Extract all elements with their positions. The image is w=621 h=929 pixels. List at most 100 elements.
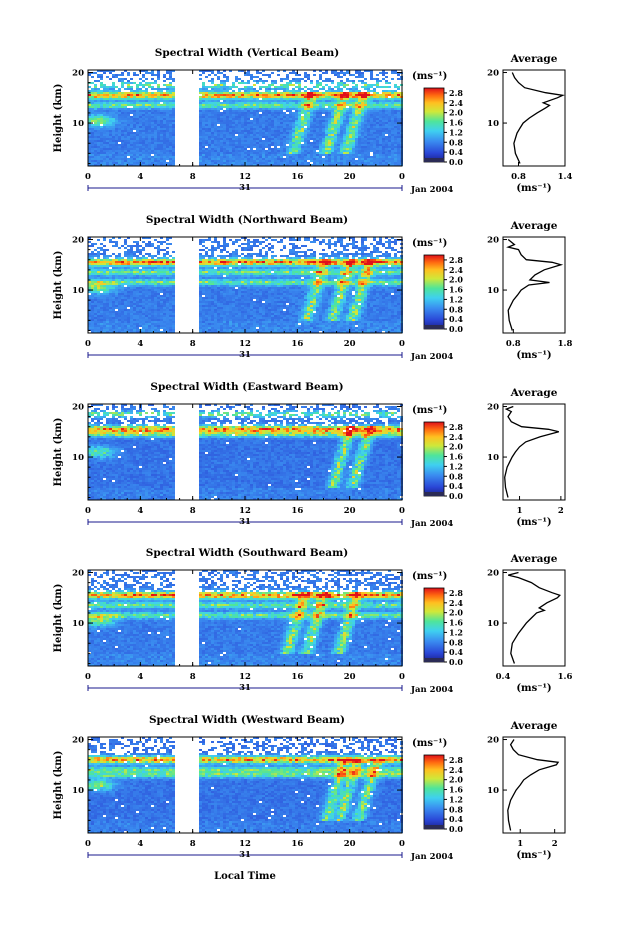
average-x-label: (ms⁻¹) <box>516 517 551 528</box>
average-y-tick-label: 10 <box>487 286 499 296</box>
y-axis-label: Height (km) <box>53 251 64 320</box>
average-profile-line <box>504 405 559 498</box>
data-gap <box>175 570 198 666</box>
colorbar-tick-label: 1.6 <box>449 618 463 628</box>
x-tick-label: 12 <box>239 172 251 182</box>
heatmap-title: Spectral Width (Westward Beam) <box>149 714 345 726</box>
day-label: 31 <box>239 850 251 860</box>
x-tick-label: 8 <box>190 172 196 182</box>
average-y-tick-label: 20 <box>487 736 499 746</box>
average-x-label: (ms⁻¹) <box>516 683 551 694</box>
colorbar-tick-label: 2.8 <box>449 422 463 432</box>
colorbar <box>423 254 445 330</box>
x-tick-label: 4 <box>137 506 143 516</box>
heatmap-title: Spectral Width (Eastward Beam) <box>150 381 343 393</box>
x-tick-label: 0 <box>85 506 91 516</box>
average-x-label: (ms⁻¹) <box>516 183 551 194</box>
average-title: Average <box>510 387 558 399</box>
colorbar-tick-label: 2.8 <box>449 755 463 765</box>
heatmap-cells <box>88 404 403 500</box>
x-tick-label: 20 <box>344 172 356 182</box>
data-gap <box>175 237 198 333</box>
colorbar-tick-label: 0.4 <box>449 314 463 324</box>
data-gap <box>175 737 198 833</box>
x-tick-label: 16 <box>291 172 303 182</box>
average-frame <box>502 236 566 334</box>
x-tick-label: 16 <box>291 506 303 516</box>
day-label: 31 <box>239 683 251 693</box>
heatmap-cells <box>88 237 403 333</box>
colorbar-tick-label: 0.8 <box>449 304 463 314</box>
average-x-tick-label: 1 <box>517 839 523 849</box>
x-tick-label: 0 <box>399 506 405 516</box>
y-tick-label: 20 <box>72 236 84 246</box>
colorbar-unit: (ms⁻¹) <box>412 571 447 582</box>
colorbar-base <box>424 325 444 329</box>
x-tick-label: 0 <box>85 339 91 349</box>
colorbar-tick-label: 2.4 <box>449 98 463 108</box>
x-tick-label: 8 <box>190 339 196 349</box>
colorbar-tick-label: 0.4 <box>449 481 463 491</box>
data-gap <box>175 70 198 166</box>
colorbar-tick-label: 1.2 <box>449 127 463 137</box>
x-tick-label: 0 <box>85 172 91 182</box>
average-frame <box>502 736 566 834</box>
colorbar-tick-label: 0.8 <box>449 137 463 147</box>
date-label: Jan 2004 <box>410 685 453 695</box>
colorbar <box>423 587 445 663</box>
y-tick-label: 20 <box>72 736 84 746</box>
average-y-tick-label: 10 <box>487 619 499 629</box>
colorbar-tick-label: 1.2 <box>449 294 463 304</box>
colorbar-tick-label: 0.8 <box>449 471 463 481</box>
y-tick-label: 10 <box>72 286 84 296</box>
x-tick-label: 4 <box>137 672 143 682</box>
average-y-tick-label: 10 <box>487 786 499 796</box>
x-tick-label: 8 <box>190 672 196 682</box>
day-label: 31 <box>239 517 251 527</box>
x-tick-label: 0 <box>399 339 405 349</box>
x-tick-label: 16 <box>291 339 303 349</box>
y-tick-label: 20 <box>72 569 84 579</box>
beam-panel-1: Spectral Width (Northward Beam) 0 4 8 12 16 20… <box>53 214 572 362</box>
date-label: Jan 2004 <box>410 852 453 862</box>
average-frame <box>502 403 566 501</box>
heatmap-title: Spectral Width (Vertical Beam) <box>155 47 339 59</box>
average-x-tick-label: 1 <box>517 506 523 516</box>
colorbar-tick-label: 0.0 <box>449 157 463 167</box>
average-title: Average <box>510 53 558 65</box>
heatmap-title: Spectral Width (Northward Beam) <box>146 214 348 226</box>
colorbar-tick-label: 2.0 <box>449 108 463 118</box>
colorbar-tick-label: 1.2 <box>449 461 463 471</box>
colorbar-tick-label: 2.0 <box>449 275 463 285</box>
colorbar-base <box>424 658 444 662</box>
colorbar-tick-label: 2.0 <box>449 608 463 618</box>
heatmap-cells <box>88 570 403 666</box>
x-tick-label: 20 <box>344 339 356 349</box>
data-gap <box>175 404 198 500</box>
x-tick-label: 12 <box>239 506 251 516</box>
average-x-tick-label: 0.8 <box>511 172 526 182</box>
y-axis-label: Height (km) <box>53 584 64 653</box>
x-axis-label: Local Time <box>214 871 276 882</box>
x-tick-label: 0 <box>399 672 405 682</box>
heatmap-cells <box>88 70 403 166</box>
average-x-tick-label: 1.4 <box>558 172 573 182</box>
average-x-tick-label: 0.4 <box>496 672 511 682</box>
average-profile-line <box>507 739 560 831</box>
colorbar-unit: (ms⁻¹) <box>412 238 447 249</box>
colorbar-unit: (ms⁻¹) <box>412 738 447 749</box>
x-tick-label: 4 <box>137 172 143 182</box>
y-tick-label: 10 <box>72 119 84 129</box>
colorbar-tick-label: 1.6 <box>449 118 463 128</box>
day-label: 31 <box>239 183 251 193</box>
colorbar-tick-label: 0.4 <box>449 647 463 657</box>
colorbar-tick-label: 2.4 <box>449 432 463 442</box>
average-y-tick-label: 10 <box>487 453 499 463</box>
y-tick-label: 10 <box>72 786 84 796</box>
x-tick-label: 8 <box>190 506 196 516</box>
x-tick-label: 0 <box>85 672 91 682</box>
colorbar-base <box>424 158 444 162</box>
beam-panel-4: Spectral Width (Westward Beam)0 4 8 12 16 20 0… <box>53 714 566 862</box>
average-x-tick-label: 2 <box>558 506 564 516</box>
